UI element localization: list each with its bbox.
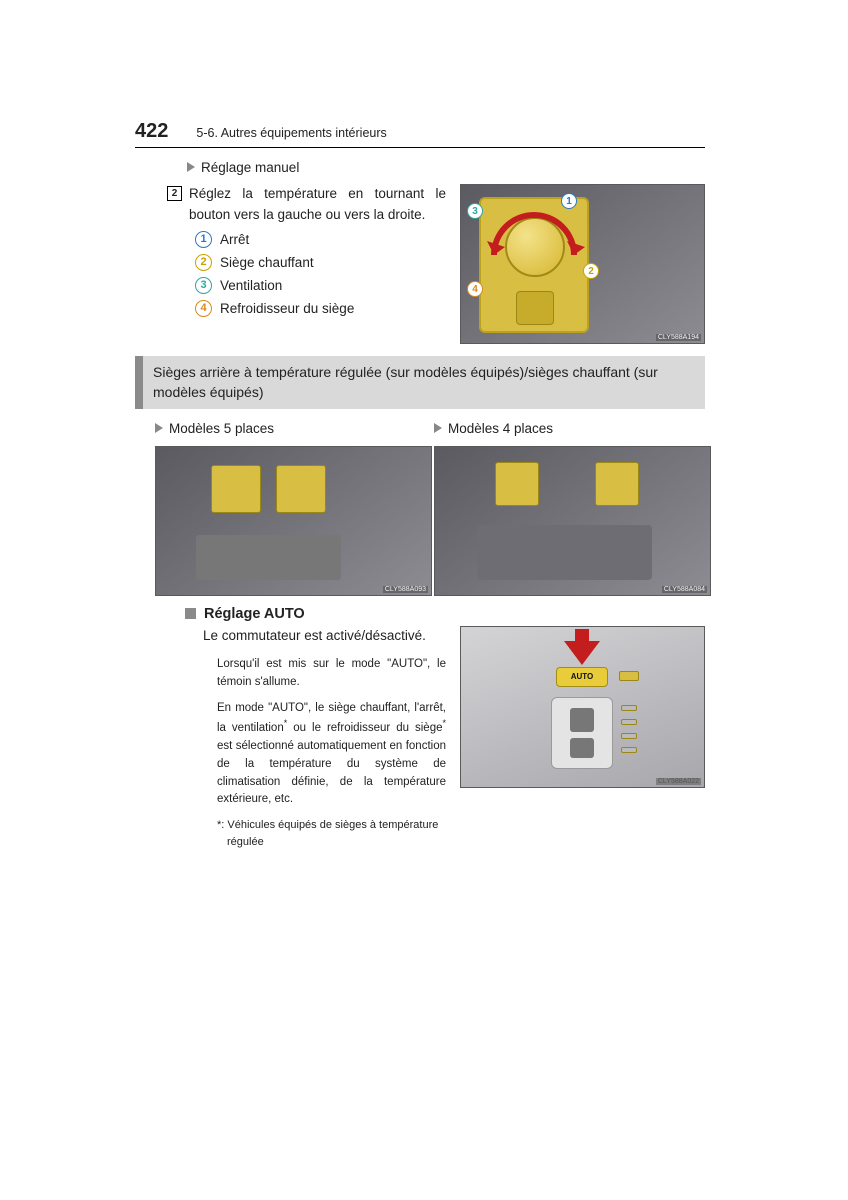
manual-item: 3 Ventilation (195, 277, 446, 294)
model5-title: Modèles 5 places (169, 419, 274, 439)
auto-heading: Réglage AUTO (204, 606, 305, 622)
model-title-row: Modèles 5 places (155, 419, 412, 439)
manual-item-list: 1 Arrêt 2 Siège chauffant 3 Ventilation … (195, 231, 446, 317)
auto-heading-row: Réglage AUTO (185, 606, 705, 622)
auto-p2: Lorsqu'il est mis sur le mode "AUTO", le… (217, 656, 446, 692)
triangle-icon (187, 162, 195, 172)
manual-item: 4 Refroidisseur du siège (195, 300, 446, 317)
item-badge-1: 1 (195, 231, 212, 248)
manual-step: 2 Réglez la température en tournant le b… (167, 184, 446, 225)
item-badge-3: 3 (195, 277, 212, 294)
model4-title: Modèles 4 places (448, 419, 553, 439)
figure-caption: CLY588A093 (383, 586, 428, 593)
item-label: Ventilation (220, 278, 282, 293)
step-number-box: 2 (167, 186, 182, 201)
arrow-icon (479, 197, 589, 333)
page-number: 422 (135, 120, 168, 143)
manual-heading: Réglage manuel (201, 158, 299, 178)
item-label: Arrêt (220, 232, 249, 247)
item-badge-4: 4 (195, 300, 212, 317)
item-label: Siège chauffant (220, 255, 314, 270)
auto-columns: Le commutateur est activé/désactivé. Lor… (135, 626, 705, 851)
figure-caption: CLY588A022 (656, 778, 701, 785)
auto-p1: Le commutateur est activé/désactivé. (203, 626, 446, 646)
auto-p3: En mode "AUTO", le siège chauffant, l'ar… (217, 700, 446, 810)
square-bullet-icon (185, 608, 196, 619)
manual-item: 2 Siège chauffant (195, 254, 446, 271)
figure-caption: CLY588A194 (656, 334, 701, 341)
auto-button-icon: AUTO (556, 667, 608, 687)
section-heading: Sièges arrière à température régulée (su… (135, 356, 705, 409)
models-row: Modèles 5 places CLY588A093 Modèles 4 pl… (135, 419, 705, 595)
auto-figure: AUTO CLY588A022 (460, 626, 705, 788)
manual-heading-row: Réglage manuel (187, 158, 705, 178)
triangle-icon (155, 423, 163, 433)
item-label: Refroidisseur du siège (220, 301, 354, 316)
manual-columns: 2 Réglez la température en tournant le b… (135, 184, 705, 344)
chapter-title: 5-6. Autres équipements intérieurs (196, 126, 386, 140)
triangle-icon (434, 423, 442, 433)
manual-item: 1 Arrêt (195, 231, 446, 248)
auto-footnote: *: Véhicules équipés de sièges à tempéra… (227, 817, 446, 850)
model-title-row: Modèles 4 places (434, 419, 705, 439)
figure-caption: CLY588A084 (662, 586, 707, 593)
dial-figure: 1 2 3 4 CLY588A194 (460, 184, 705, 344)
model5-figure: CLY588A093 (155, 446, 432, 596)
page-header: 422 5-6. Autres équipements intérieurs (135, 120, 705, 148)
manual-step-text: Réglez la température en tournant le bou… (189, 184, 446, 225)
model4-figure: CLY588A084 (434, 446, 711, 596)
item-badge-2: 2 (195, 254, 212, 271)
